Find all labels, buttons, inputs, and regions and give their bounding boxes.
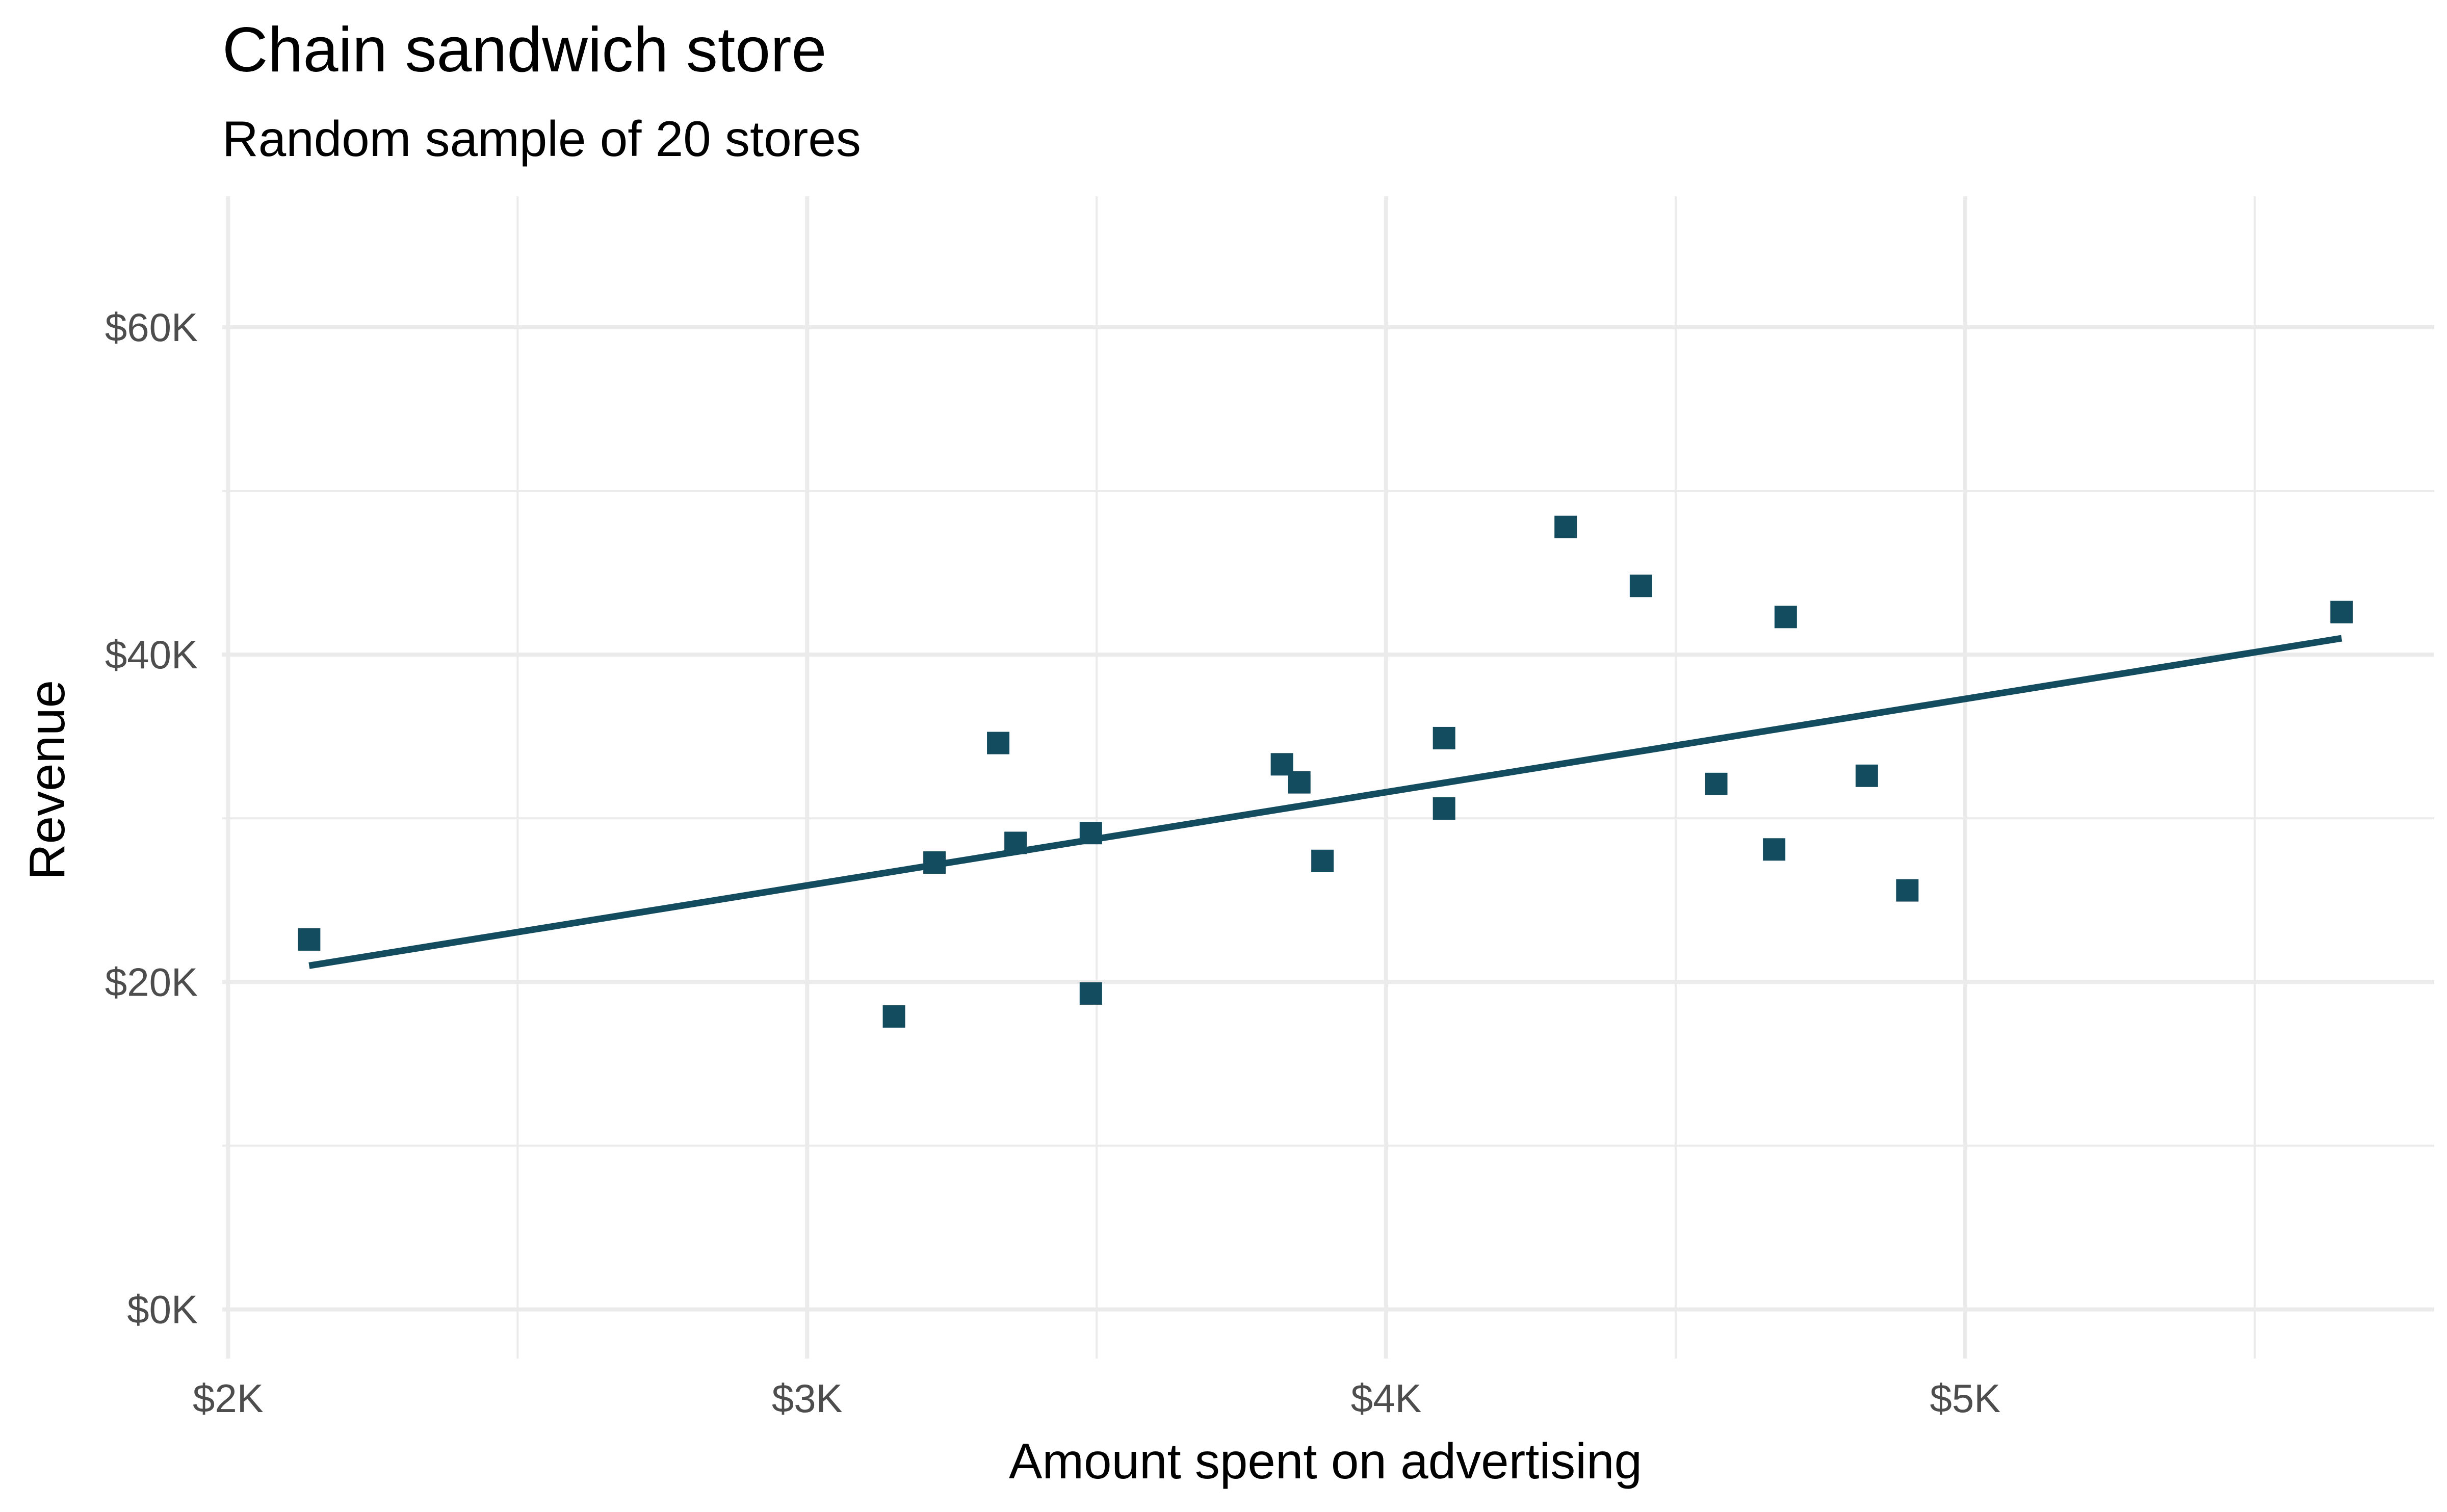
data-points bbox=[298, 515, 2353, 1028]
data-point bbox=[1554, 515, 1577, 538]
x-tick-label: $2K bbox=[193, 1376, 264, 1421]
x-tick-label: $3K bbox=[772, 1376, 843, 1421]
y-axis-tick-labels: $0K $20K $40K $60K bbox=[105, 305, 198, 1332]
data-point bbox=[1433, 726, 1455, 749]
data-point bbox=[1705, 772, 1728, 795]
chart-subtitle: Random sample of 20 stores bbox=[222, 111, 861, 167]
y-tick-label: $20K bbox=[105, 959, 198, 1004]
data-point bbox=[1004, 831, 1027, 854]
data-point bbox=[298, 928, 321, 951]
data-point bbox=[1433, 797, 1455, 820]
data-point bbox=[1288, 771, 1311, 794]
chart-title: Chain sandwich store bbox=[222, 15, 827, 85]
trend-line bbox=[308, 635, 2342, 969]
y-tick-label: $0K bbox=[127, 1287, 198, 1332]
data-point bbox=[1079, 982, 1102, 1005]
grid bbox=[222, 196, 2434, 1359]
x-tick-label: $4K bbox=[1351, 1376, 1422, 1421]
data-point bbox=[1763, 838, 1786, 861]
data-point bbox=[1311, 849, 1334, 872]
x-axis-tick-labels: $2K $3K $4K $5K bbox=[193, 1376, 2000, 1421]
y-tick-label: $60K bbox=[105, 305, 198, 350]
data-point bbox=[987, 732, 1010, 754]
data-point bbox=[1629, 575, 1652, 597]
data-point bbox=[882, 1005, 905, 1028]
x-axis-title: Amount spent on advertising bbox=[1009, 1433, 1642, 1489]
x-tick-label: $5K bbox=[1930, 1376, 2001, 1421]
data-point bbox=[1774, 606, 1797, 629]
data-point bbox=[1896, 879, 1919, 902]
trend-line-group bbox=[308, 635, 2342, 969]
y-tick-label: $40K bbox=[105, 632, 198, 677]
data-point bbox=[1855, 764, 1878, 787]
data-point bbox=[923, 851, 946, 874]
data-point bbox=[1079, 822, 1102, 845]
data-point bbox=[2330, 601, 2353, 623]
y-axis-title: Revenue bbox=[19, 680, 75, 880]
